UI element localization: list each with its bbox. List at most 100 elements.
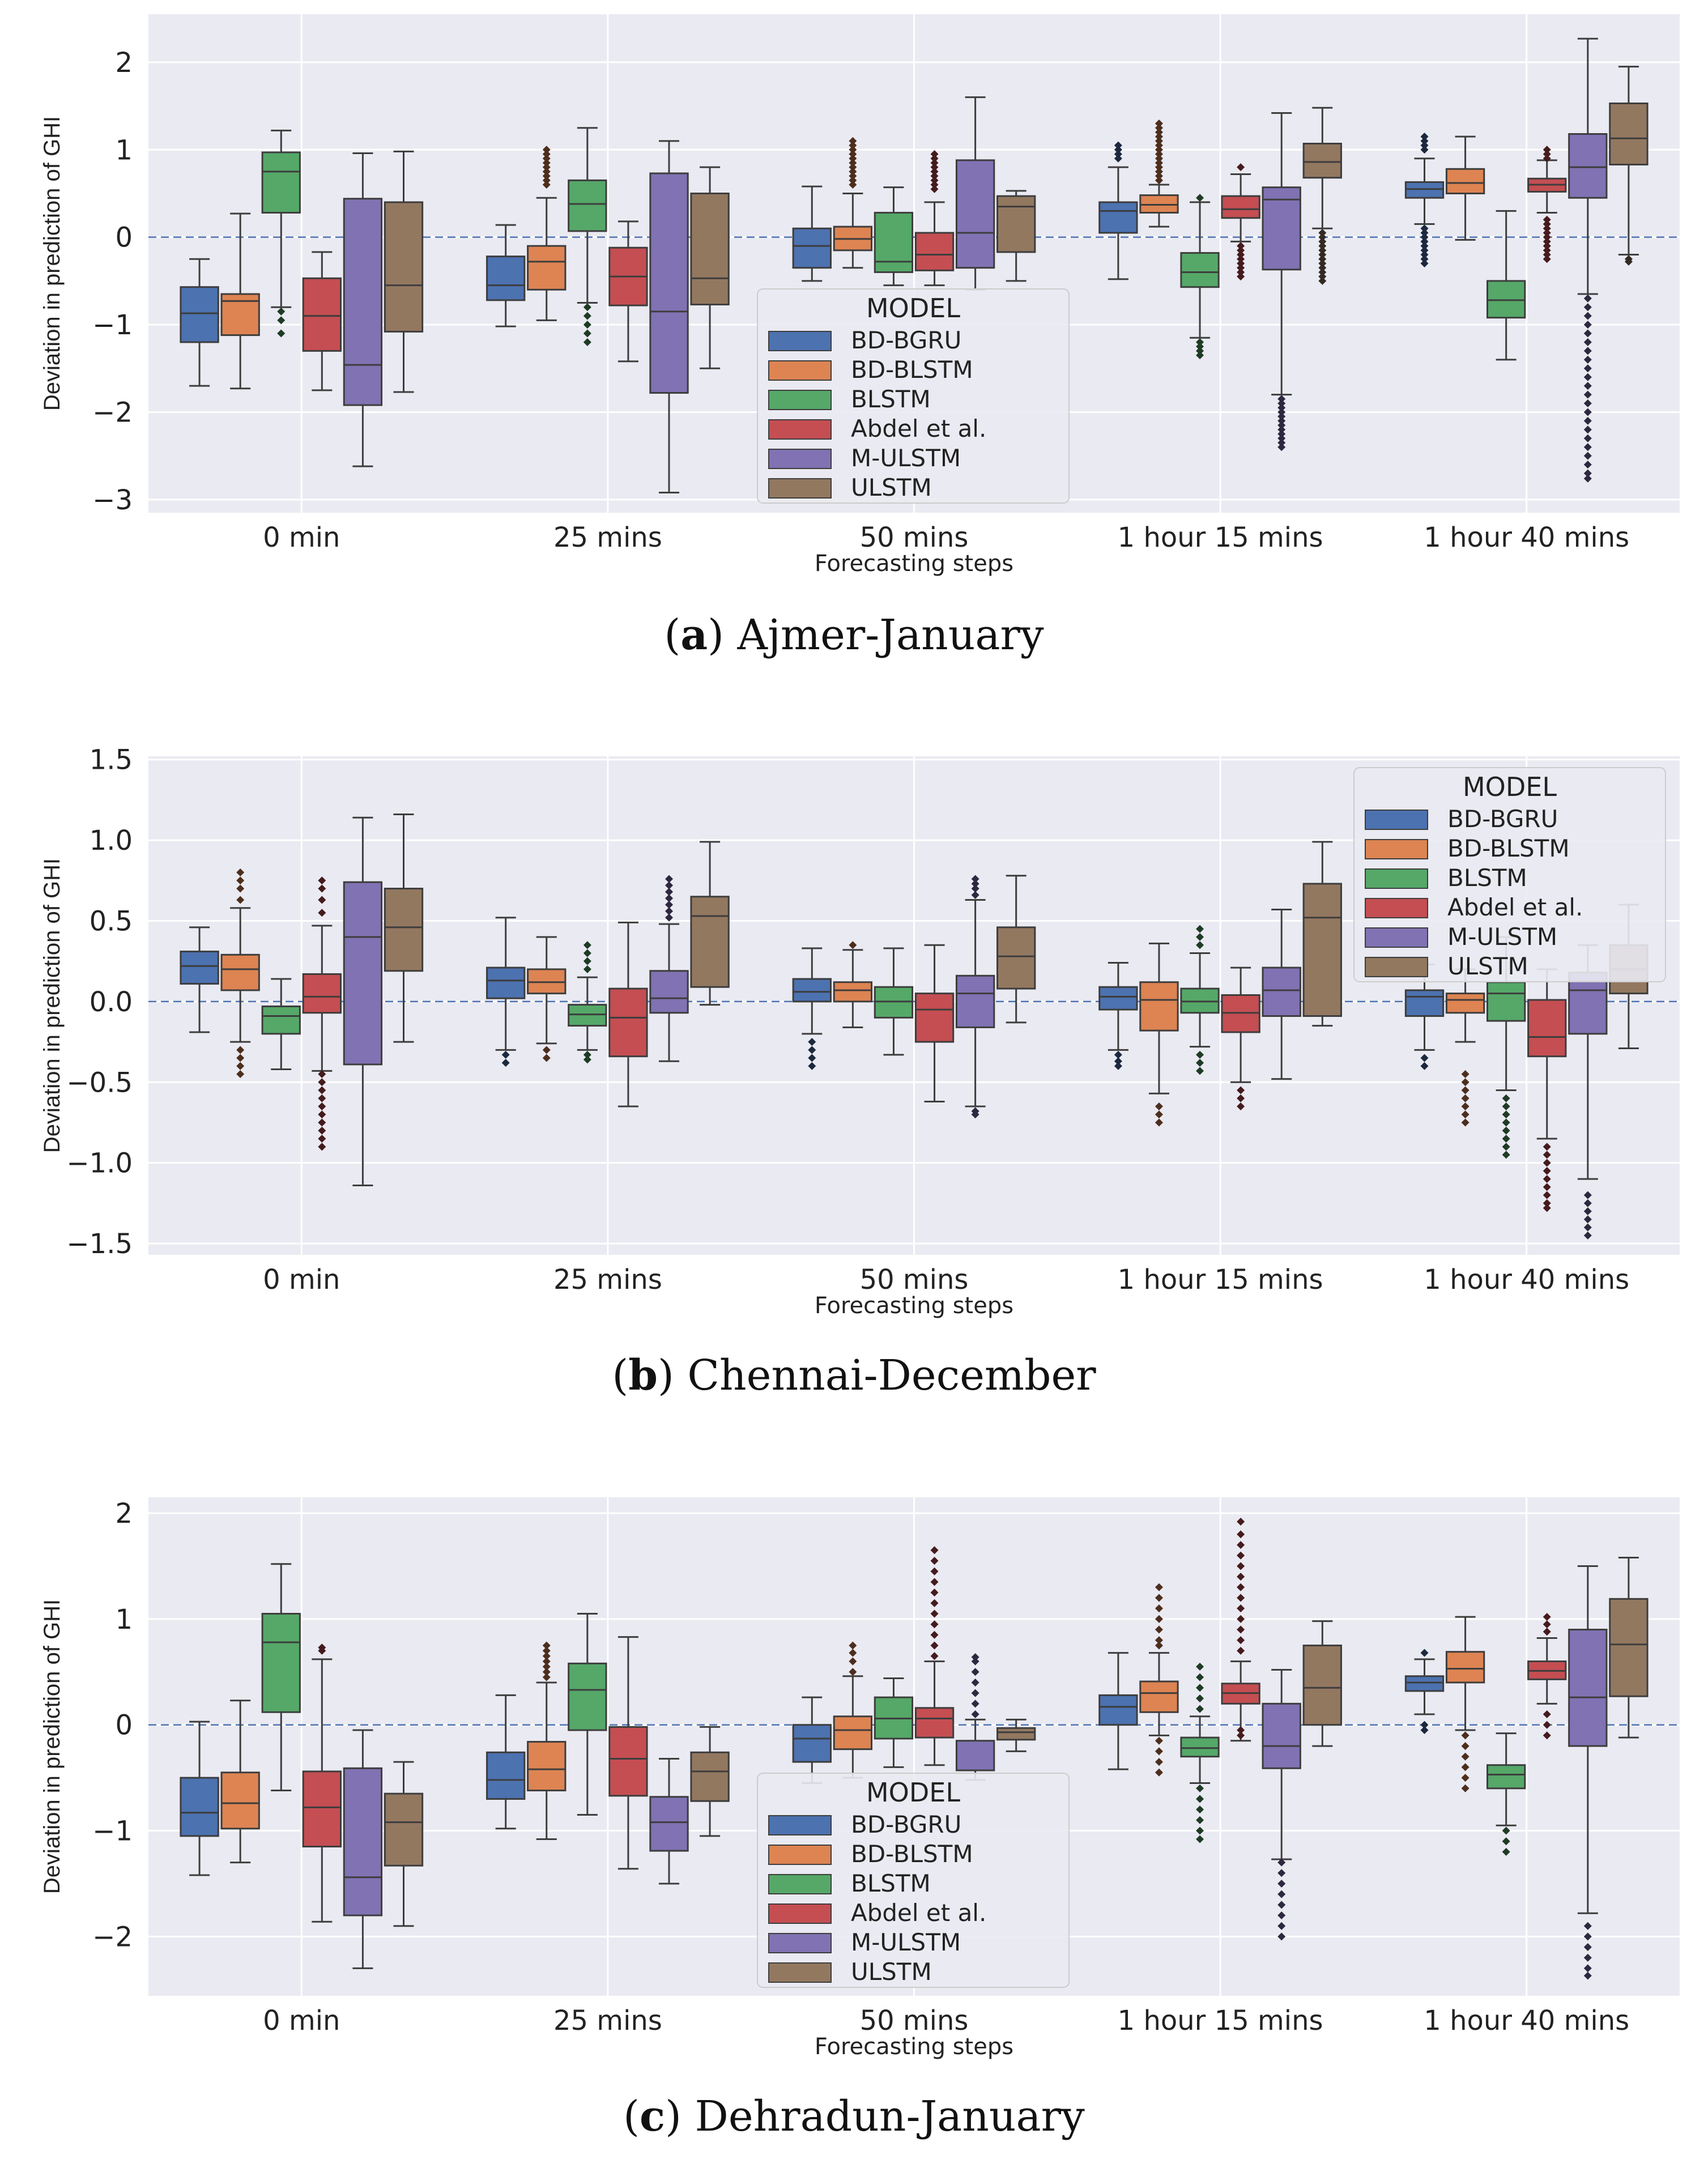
box-m-ulstm-2 — [649, 140, 689, 493]
box-blstm-1 — [261, 1563, 301, 1792]
y-tick-label: −2 — [92, 397, 133, 428]
outlier-point — [1420, 242, 1429, 250]
outlier-point — [1196, 1826, 1204, 1835]
outlier-point — [501, 1059, 510, 1067]
outlier-point — [583, 303, 591, 312]
outlier-point — [583, 329, 591, 338]
outlier-point — [849, 150, 857, 159]
outlier-point — [930, 1546, 939, 1555]
box-m-ulstm-3 — [955, 875, 995, 1119]
box-iqr — [1486, 280, 1526, 319]
box-iqr — [996, 1727, 1036, 1741]
outlier-point — [236, 1046, 245, 1054]
x-tick-label: 1 hour 40 mins — [1424, 522, 1629, 553]
outlier-point — [930, 1599, 939, 1607]
outlier-point — [1583, 434, 1592, 442]
box-iqr — [1527, 999, 1567, 1058]
outlier-point — [583, 957, 591, 965]
box-bd-bgru-3 — [792, 947, 832, 1070]
legend-swatch — [768, 331, 832, 351]
x-axis-label: Forecasting steps — [815, 2034, 1013, 2060]
outlier-point — [1502, 1826, 1510, 1835]
outlier-point — [1155, 176, 1163, 185]
outlier-point — [1461, 1742, 1470, 1751]
outlier-point — [1502, 1837, 1510, 1846]
outlier-point — [930, 172, 939, 180]
outlier-point — [971, 1689, 979, 1697]
outlier-point — [1583, 382, 1592, 390]
box-iqr — [302, 1770, 342, 1848]
box-iqr — [996, 926, 1036, 990]
x-tick-label: 0 min — [263, 1264, 340, 1296]
outlier-point — [1420, 224, 1429, 233]
box-iqr — [1568, 1629, 1608, 1747]
legend-label: BD-BGRU — [851, 326, 961, 354]
outlier-point — [665, 875, 674, 883]
legend-label: BLSTM — [851, 1869, 931, 1897]
legend-swatch — [768, 390, 832, 410]
outlier-point — [1543, 220, 1551, 228]
outlier-point — [1237, 1726, 1245, 1735]
caption-c: (c) Dehradun-January — [623, 2092, 1085, 2141]
x-tick-label: 1 hour 15 mins — [1118, 522, 1323, 553]
outlier-point — [971, 1653, 979, 1662]
box-m-ulstm-1 — [343, 816, 383, 1187]
outlier-point — [1583, 1971, 1592, 1980]
legend-label: M-ULSTM — [851, 444, 961, 472]
box-iqr — [1098, 986, 1138, 1011]
y-axis-label: Deviation in prediction of GHI — [40, 1599, 65, 1894]
outlier-point — [1543, 1731, 1551, 1740]
outlier-point — [1237, 246, 1245, 254]
outlier-point — [236, 876, 245, 885]
outlier-point — [1277, 412, 1286, 421]
box-iqr — [220, 1771, 260, 1830]
y-tick-label: 0 — [115, 222, 133, 254]
outlier-point — [849, 163, 857, 172]
y-tick-label: −1.5 — [66, 1228, 133, 1260]
outlier-point — [1155, 1747, 1163, 1756]
outlier-point — [1543, 1191, 1551, 1199]
box-blstm-2 — [568, 127, 607, 346]
outlier-point — [1461, 1086, 1470, 1094]
box-bd-blstm-4 — [1139, 942, 1179, 1127]
outlier-point — [1502, 1110, 1510, 1119]
outlier-point — [1583, 1207, 1592, 1216]
outlier-point — [1583, 452, 1592, 460]
box-iqr — [486, 1751, 526, 1800]
outlier-point — [1461, 1070, 1470, 1079]
outlier-point — [849, 176, 857, 185]
box-ulstm-4 — [1302, 841, 1342, 1027]
outlier-point — [808, 1038, 816, 1046]
box-iqr — [343, 198, 383, 406]
outlier-point — [1114, 141, 1122, 150]
box-iqr — [955, 974, 995, 1028]
x-tick-label: 50 mins — [860, 2005, 969, 2037]
outlier-point — [849, 181, 857, 189]
box-iqr — [384, 201, 424, 333]
outlier-point — [1237, 1636, 1245, 1645]
outlier-point — [318, 1134, 326, 1143]
outlier-point — [1237, 1541, 1245, 1549]
outlier-point — [318, 909, 326, 917]
box-iqr — [792, 978, 832, 1003]
box-iqr — [1404, 181, 1445, 199]
y-tick-label: −0.5 — [66, 1067, 133, 1098]
legend-frame — [1353, 767, 1666, 982]
box-abdel-et-al--5 — [1527, 146, 1567, 263]
outlier-point — [1420, 146, 1429, 154]
box-bd-bgru-5 — [1404, 133, 1445, 267]
outlier-point — [583, 941, 591, 949]
legend-label: BD-BGRU — [1447, 805, 1558, 833]
box-bd-blstm-2 — [527, 936, 567, 1062]
outlier-point — [1583, 1215, 1592, 1224]
legend-label: BLSTM — [1447, 864, 1527, 892]
outlier-point — [1461, 1763, 1470, 1771]
box-abdel-et-al--5 — [1527, 1613, 1567, 1740]
outlier-point — [318, 1078, 326, 1087]
outlier-point — [930, 1567, 939, 1575]
outlier-point — [1155, 1604, 1163, 1613]
outlier-point — [1237, 255, 1245, 263]
box-iqr — [1568, 972, 1608, 1035]
outlier-point — [1155, 1110, 1163, 1119]
box-iqr — [302, 973, 342, 1014]
